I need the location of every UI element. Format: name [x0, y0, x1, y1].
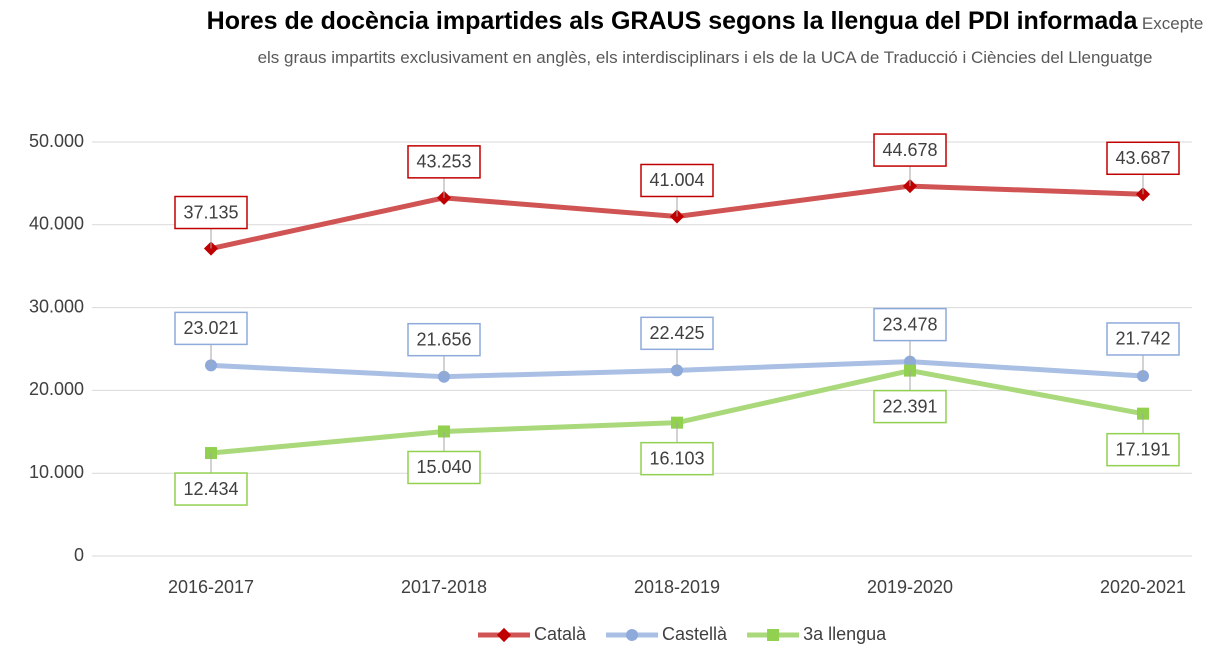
data-label: 43.687 [1115, 148, 1170, 168]
data-label: 15.040 [416, 457, 471, 477]
y-tick-label: 30.000 [29, 296, 84, 316]
label-box [174, 311, 248, 346]
label-box [174, 472, 248, 506]
label-box [640, 316, 714, 351]
y-tick-label: 50.000 [29, 131, 84, 151]
data-label: 22.425 [649, 323, 704, 343]
label-box [640, 163, 714, 198]
x-tick-label: 2020-2021 [1100, 577, 1186, 597]
label-box [873, 307, 947, 342]
data-label: 37.135 [183, 202, 238, 222]
x-tick-label: 2019-2020 [867, 577, 953, 597]
y-tick-label: 20.000 [29, 379, 84, 399]
label-box [640, 441, 714, 476]
label-box [407, 322, 481, 357]
label-box [1106, 141, 1180, 176]
label-box [1106, 322, 1180, 356]
data-label: 23.021 [183, 318, 238, 338]
data-label: 41.004 [649, 170, 704, 190]
legend-label: Català [534, 624, 587, 644]
x-tick-label: 2016-2017 [168, 577, 254, 597]
data-label: 44.678 [882, 140, 937, 160]
legend-label: Castellà [662, 624, 728, 644]
label-box [174, 195, 248, 230]
legend-marker [626, 629, 639, 641]
data-label: 43.253 [416, 152, 471, 172]
y-tick-label: 0 [74, 545, 84, 565]
data-label: 22.391 [882, 396, 937, 416]
legend-label: 3a llengua [803, 624, 887, 644]
x-tick-label: 2018-2019 [634, 577, 720, 597]
chart-subtitle: Excepte els graus impartits exclusivamen… [257, 14, 1204, 67]
data-label: 23.478 [882, 314, 937, 334]
y-tick-label: 10.000 [29, 462, 84, 482]
x-tick-label: 2017-2018 [401, 577, 487, 597]
legend-marker [496, 627, 512, 643]
chart-title: Hores de docència impartides als GRAUS s… [206, 7, 1138, 35]
label-box [873, 389, 947, 424]
header: Hores de docència impartides als GRAUS s… [200, 4, 1209, 76]
data-label: 16.103 [649, 448, 704, 468]
data-label: 21.656 [416, 329, 471, 349]
data-label: 21.742 [1115, 329, 1170, 349]
legend-marker [767, 629, 780, 641]
label-box [407, 145, 481, 179]
data-label: 17.191 [1115, 439, 1170, 459]
data-label: 12.434 [183, 479, 238, 499]
label-box [407, 450, 481, 485]
label-box [873, 133, 947, 167]
label-box [1106, 432, 1180, 467]
y-tick-label: 40.000 [29, 214, 84, 234]
